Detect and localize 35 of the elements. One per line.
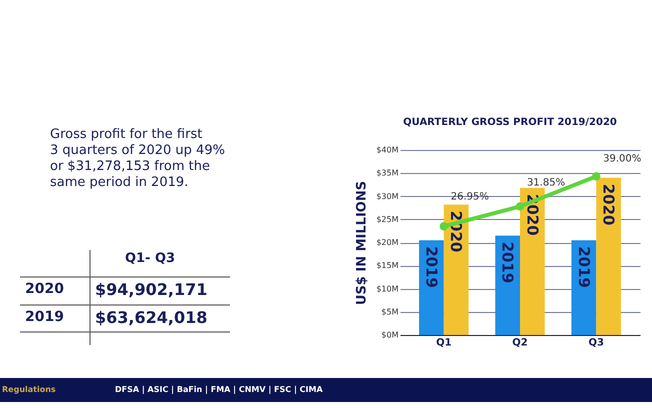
bar: [596, 178, 621, 335]
x-tick-label: Q3: [588, 338, 604, 348]
annotation: 2019: [498, 242, 517, 284]
y-tick-label: $30M: [376, 192, 399, 201]
series-label: 2019: [422, 246, 440, 288]
chart-title: QUARTERLY GROSS PROFIT 2019/2020: [403, 117, 617, 128]
x-tick-label: Q2: [512, 338, 528, 348]
text: $94,902,171: [95, 280, 208, 299]
bar: [520, 188, 545, 335]
text: 2020: [600, 184, 618, 226]
y-tick-label: $35M: [376, 168, 399, 178]
bar: [419, 240, 444, 335]
y-tick-label: $40M: [376, 146, 399, 154]
y-tick-label: $0M: [381, 330, 399, 340]
bar: [495, 236, 520, 335]
y-tick-label: $5M: [381, 307, 399, 316]
text: 2020: [25, 281, 64, 297]
text: Gross profit for the first 3 quarters of 2020 up 49% or $31,278,153 from the same period in 2019.: [50, 127, 225, 190]
text: 2019: [25, 309, 64, 325]
y-axis-title: US$ IN MILLIONS: [354, 180, 370, 306]
text: Q1- Q3: [124, 251, 176, 266]
text: $63,624,018: [95, 308, 208, 327]
x-tick-label: Q1: [436, 338, 452, 348]
y-tick-label: $20M: [376, 238, 399, 247]
y-tick-label: $10M: [376, 284, 399, 294]
point: [592, 172, 600, 181]
text: DFSA | ASIC | BaFin | FMA | CNMV | FSC | CIMA: [115, 385, 324, 394]
annotation: 39.00%: [603, 153, 642, 164]
point: [516, 202, 524, 211]
annotation: 31.85%: [526, 177, 566, 188]
point: [440, 222, 448, 230]
text: Regulations: [2, 385, 56, 394]
y-tick-label: $25M: [376, 214, 399, 224]
y-tick-label: $15M: [376, 261, 399, 270]
text: 2019: [574, 246, 593, 288]
